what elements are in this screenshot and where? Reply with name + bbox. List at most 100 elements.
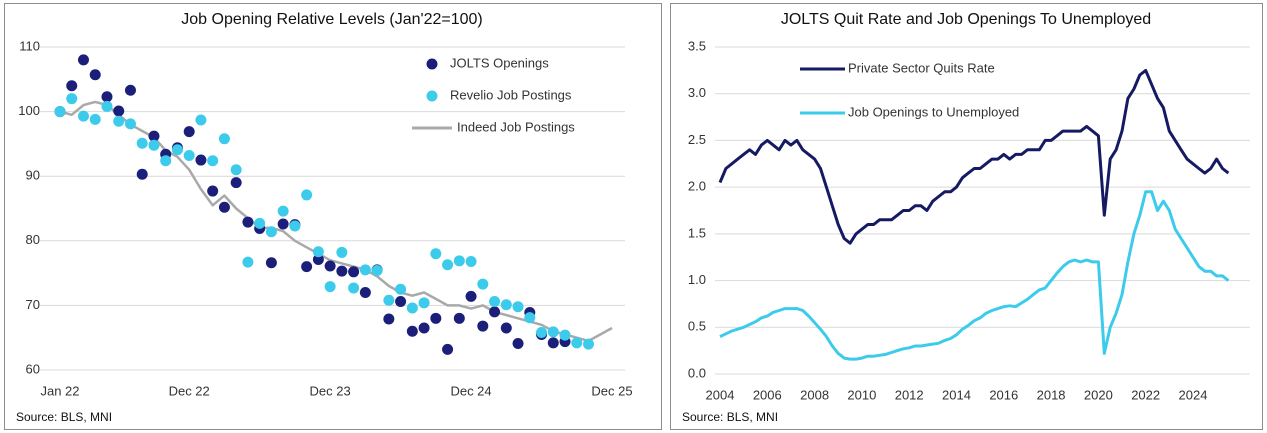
- y-tick-label: 3.5: [688, 38, 706, 53]
- y-tick-label: 60: [26, 361, 40, 376]
- x-tick-label: 2024: [1179, 387, 1208, 402]
- point: [583, 338, 595, 350]
- point: [348, 266, 360, 278]
- point: [148, 139, 160, 151]
- point: [571, 337, 583, 349]
- point: [89, 113, 101, 125]
- point: [336, 246, 348, 258]
- y-tick-label: 0.0: [688, 365, 706, 380]
- x-tick-label: Jan 22: [40, 383, 79, 398]
- x-tick-label: 2004: [706, 387, 735, 402]
- x-tick-label: 2018: [1037, 387, 1066, 402]
- legend-marker: [426, 90, 438, 102]
- y-tick-label: 110: [19, 38, 40, 53]
- y-tick-label: 1.5: [688, 225, 706, 240]
- point: [418, 297, 430, 309]
- point: [395, 296, 407, 308]
- x-tick-label: Dec 22: [169, 383, 210, 398]
- point: [148, 130, 160, 142]
- point: [301, 189, 313, 201]
- series-line: [718, 68, 1230, 245]
- point: [359, 264, 371, 276]
- chart-title: JOLTS Quit Rate and Job Openings To Unem…: [781, 11, 1151, 28]
- point: [418, 322, 430, 334]
- point: [265, 257, 277, 269]
- point: [324, 281, 336, 293]
- point: [66, 80, 78, 92]
- point: [218, 133, 230, 145]
- point: [477, 278, 489, 290]
- point: [183, 150, 195, 162]
- point: [430, 312, 442, 324]
- y-tick-label: 100: [18, 103, 40, 118]
- point: [383, 294, 395, 306]
- point: [547, 337, 559, 349]
- x-tick-label: 2022: [1131, 387, 1160, 402]
- point: [277, 218, 289, 230]
- point: [101, 100, 113, 112]
- source: Source: BLS, MNI: [682, 410, 778, 424]
- point: [336, 265, 348, 277]
- point: [54, 106, 66, 118]
- x-tick-label: Dec 23: [310, 383, 351, 398]
- point: [465, 290, 477, 302]
- x-tick-label: 2014: [942, 387, 971, 402]
- point: [230, 177, 242, 189]
- point: [512, 338, 524, 350]
- point: [242, 216, 254, 228]
- legend-label: Job Openings to Unemployed: [848, 104, 1019, 119]
- y-tick-label: 2.0: [688, 179, 706, 194]
- point: [312, 246, 324, 258]
- point: [113, 115, 125, 127]
- point: [359, 286, 371, 298]
- point: [77, 110, 89, 122]
- y-tick-label: 3.0: [688, 85, 706, 100]
- point: [242, 256, 254, 268]
- point: [312, 254, 324, 266]
- point: [195, 114, 207, 126]
- point: [524, 312, 536, 324]
- point: [547, 326, 559, 338]
- point: [230, 164, 242, 176]
- y-tick-label: 80: [26, 232, 40, 247]
- point: [465, 255, 477, 267]
- legend-label: JOLTS Openings: [450, 55, 549, 70]
- point: [489, 296, 501, 308]
- point: [406, 302, 418, 314]
- point: [453, 255, 465, 267]
- point: [301, 261, 313, 273]
- x-tick-label: Dec 25: [591, 383, 632, 398]
- chart-title: Job Opening Relative Levels (Jan'22=100): [181, 11, 482, 28]
- point: [371, 265, 383, 277]
- point: [171, 144, 183, 156]
- legend-label: Private Sector Quits Rate: [848, 60, 995, 75]
- point: [160, 155, 172, 167]
- point: [124, 118, 136, 130]
- point: [442, 343, 454, 355]
- point: [254, 217, 266, 229]
- point: [406, 325, 418, 337]
- point: [218, 201, 230, 213]
- point: [477, 320, 489, 332]
- point: [207, 185, 219, 197]
- point: [512, 301, 524, 313]
- x-tick-label: 2020: [1084, 387, 1113, 402]
- point: [124, 84, 136, 96]
- point: [136, 137, 148, 149]
- x-tick-label: Dec 24: [450, 383, 491, 398]
- x-tick-label: 2016: [989, 387, 1018, 402]
- y-tick-label: 2.5: [688, 132, 706, 147]
- legend-label: Indeed Job Postings: [457, 119, 575, 134]
- right-panel: [670, 3, 1263, 430]
- source: Source: BLS, MNI: [16, 410, 112, 424]
- point: [195, 154, 207, 166]
- y-tick-label: 1.0: [688, 272, 706, 287]
- point: [77, 54, 89, 66]
- point: [324, 260, 336, 272]
- point: [113, 105, 125, 117]
- point: [536, 327, 548, 339]
- point: [348, 282, 360, 294]
- point: [500, 322, 512, 334]
- x-tick-label: 2008: [800, 387, 829, 402]
